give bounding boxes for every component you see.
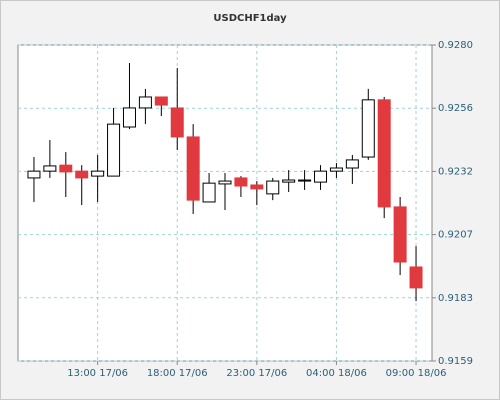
candle-body [186, 136, 200, 201]
y-tick-label: 0.9159 [438, 356, 473, 367]
candle-body [298, 179, 312, 182]
candle-body [43, 165, 57, 172]
candle-body [138, 96, 152, 109]
candle-body [329, 167, 343, 172]
candle-body [91, 170, 105, 177]
candle-body [314, 170, 328, 183]
candle-body [75, 170, 89, 179]
candle-body [234, 177, 248, 187]
y-tick-label: 0.9183 [438, 293, 473, 304]
x-tick-label: 04:00 18/06 [306, 368, 367, 379]
candle-body [170, 107, 184, 138]
candle-body [377, 99, 391, 208]
y-tick-label: 0.9280 [438, 40, 473, 51]
candle-body [154, 96, 168, 106]
x-tick-label: 18:00 17/06 [147, 368, 208, 379]
candle-body [266, 180, 280, 195]
y-tick-label: 0.9232 [438, 166, 473, 177]
candle-body [218, 180, 232, 185]
candle-body [345, 159, 359, 169]
candle-body [282, 179, 296, 183]
candle-body [122, 107, 136, 128]
candle-body [59, 164, 73, 173]
x-tick-label: 09:00 18/06 [386, 368, 447, 379]
candle-body [409, 266, 423, 289]
candle-body [107, 123, 121, 177]
candle-body [27, 170, 41, 179]
candle-body [250, 184, 264, 190]
chart-title: USDCHF1day [213, 13, 287, 24]
y-tick-label: 0.9256 [438, 103, 473, 114]
x-tick-label: 13:00 17/06 [67, 368, 128, 379]
x-tick-label: 23:00 17/06 [226, 368, 287, 379]
candle-body [393, 206, 407, 263]
y-tick-label: 0.9207 [438, 230, 473, 241]
candle-body [361, 99, 375, 158]
candle-body [202, 182, 216, 203]
